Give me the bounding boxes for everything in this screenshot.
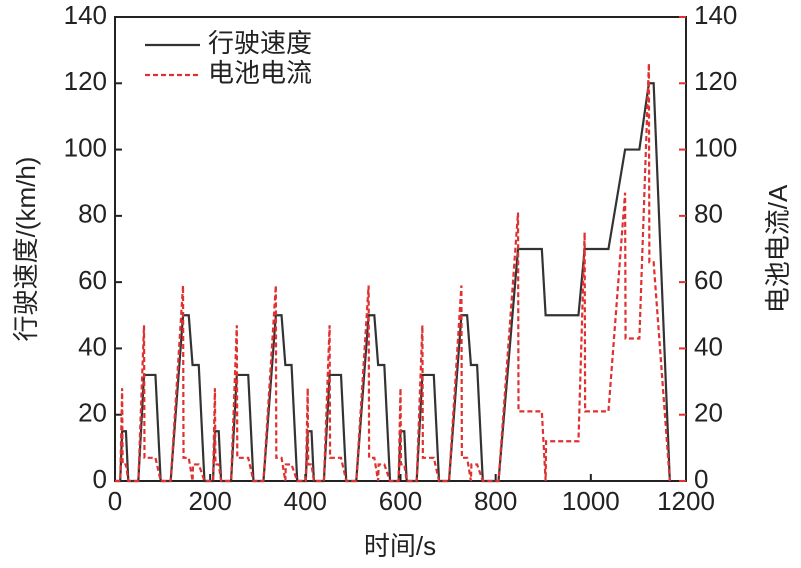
- y2-tick-label: 140: [694, 0, 737, 30]
- y2-tick-label: 20: [694, 398, 723, 428]
- x-axis-label: 时间/s: [364, 531, 436, 561]
- series-line: [115, 82, 671, 483]
- y-tick-label: 0: [93, 464, 107, 494]
- y-tick-label: 140: [64, 0, 107, 30]
- legend-label: 行驶速度: [208, 28, 312, 58]
- y2-tick-label: 100: [694, 132, 737, 162]
- x-tick-label: 800: [474, 486, 517, 516]
- series-line: [115, 63, 671, 483]
- y-tick-label: 100: [64, 132, 107, 162]
- y2-tick-label: 0: [694, 464, 708, 494]
- y-tick-label: 20: [78, 398, 107, 428]
- y2-tick-label: 80: [694, 199, 723, 229]
- y-tick-label: 40: [78, 331, 107, 361]
- x-tick-label: 1200: [657, 486, 715, 516]
- y-axis-label: 行驶速度/(km/h): [11, 157, 41, 342]
- y2-tick-label: 120: [694, 66, 737, 96]
- y-tick-label: 60: [78, 265, 107, 295]
- y-tick-label: 120: [64, 66, 107, 96]
- y2-tick-label: 40: [694, 331, 723, 361]
- x-tick-label: 400: [284, 486, 327, 516]
- x-tick-label: 1000: [562, 486, 620, 516]
- x-tick-label: 600: [379, 486, 422, 516]
- y2-axis-label: 电池电流/A: [763, 184, 793, 313]
- y2-tick-label: 60: [694, 265, 723, 295]
- legend-label: 电池电流: [208, 58, 312, 88]
- x-tick-label: 200: [188, 486, 231, 516]
- y-tick-label: 80: [78, 199, 107, 229]
- x-tick-label: 0: [108, 486, 122, 516]
